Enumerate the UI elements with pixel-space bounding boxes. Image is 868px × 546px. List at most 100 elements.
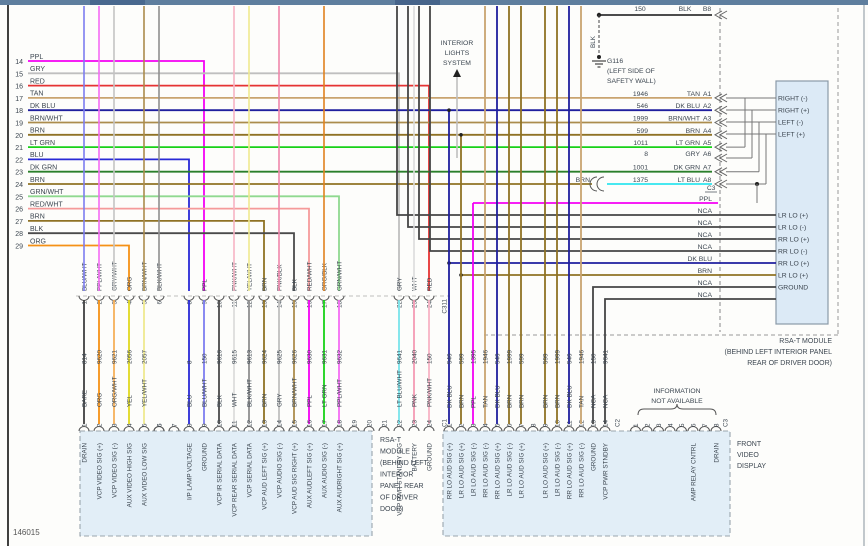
c311-top-color: RED/WHT <box>307 261 314 291</box>
connector-tooth <box>93 295 105 301</box>
c1-pin-function: GROUND <box>202 443 209 471</box>
c1-pin-function: VCP AUD SIG RIGHT (+) <box>292 443 299 514</box>
module-pin-label: RR LO (+) <box>778 261 809 268</box>
circuit-number: 2057 <box>142 349 149 364</box>
c1-pin-function: DRAIN <box>82 443 89 463</box>
c2-pin-number: 10 <box>555 419 562 427</box>
c1-pin-number: 2 <box>97 423 104 427</box>
connector-tooth <box>93 426 105 432</box>
c1-pin-number: 10 <box>217 419 224 427</box>
c311-top-color: BLK/WHT <box>157 263 164 291</box>
splice-icon <box>589 176 598 192</box>
c1-pin-number: 16 <box>307 419 314 427</box>
circuit-number: 9630 <box>307 349 314 364</box>
c1-wire-color: BRN <box>262 393 269 407</box>
connector-tooth <box>303 295 315 301</box>
c2-pin-function: LR LO AUD SIG (+) <box>459 443 466 498</box>
connector-tooth <box>599 426 611 432</box>
circuit-number: 1999 <box>555 349 562 364</box>
circuit-number: 150 <box>591 353 598 364</box>
c1-pin-number: 5 <box>142 423 149 427</box>
wire-NCA <box>407 6 776 228</box>
c311-pin-number: 13 <box>262 301 269 309</box>
c1-pin-number: 17 <box>322 419 329 427</box>
a-pin-circuit: 1375 <box>633 177 648 184</box>
c311-top-color: GRN/WHT <box>337 261 344 291</box>
connector-tooth <box>153 426 165 432</box>
c1-pin-number: 13 <box>262 419 269 427</box>
left-wire-pin-number: 29 <box>15 244 23 251</box>
wire-BLK <box>28 232 295 291</box>
c1-wire-color: PNK <box>412 393 419 407</box>
circuit-number: 814 <box>82 353 89 364</box>
c2-pin-function: LR LO AUD SIG (+) <box>543 443 550 498</box>
c1-pin-function: VCP PWR STANDBY SIG <box>397 443 404 516</box>
circuit-number: 1999 <box>507 349 514 364</box>
connector-tooth <box>653 426 664 432</box>
pin-arrow-icon <box>713 105 723 115</box>
c1-wire-color: BLU/WHT <box>202 379 209 407</box>
c1-pin-function: AUX AUDRIGHT SIG (+) <box>337 443 344 512</box>
circuit-number: 9632 <box>337 349 344 364</box>
c1-pin-number: 6 <box>157 423 164 427</box>
c1-wire-color: GRY <box>277 393 284 407</box>
circuit-number: 546 <box>447 353 454 364</box>
circuit-number: 9621 <box>112 349 119 364</box>
c1-pin-function: AUX AUDLEFT SIG (+) <box>307 443 314 508</box>
wire-NCA <box>604 298 776 424</box>
connector-tooth <box>676 426 687 432</box>
c311-top-color: WHT <box>412 277 419 291</box>
module-pin-label: RR LO (-) <box>778 249 807 256</box>
top-chrome-segment <box>395 0 440 5</box>
wire-ORG <box>28 244 130 291</box>
c2-wire-color: DK BLU <box>447 385 454 408</box>
c311-top-color: PNK/WHT <box>232 262 239 291</box>
pin-arrow-icon <box>713 93 723 103</box>
left-wire-pin-number: 27 <box>15 219 23 226</box>
connector-tooth <box>423 426 435 432</box>
c1-pin-function: I/P LAMP VOLTAGE <box>187 443 194 500</box>
c1-pin-number: 1 <box>82 423 89 427</box>
circuit-number: 1395 <box>471 349 478 364</box>
connector-tooth <box>333 295 345 301</box>
junction-dot <box>459 133 463 137</box>
c2-pin-number: 5 <box>495 423 502 427</box>
left-wire-color-label: BLK <box>30 226 44 233</box>
connector-tooth <box>467 426 479 432</box>
document-number: 146015 <box>13 528 40 537</box>
circuit-number: 9624 <box>262 349 269 364</box>
connector-tooth <box>123 426 135 432</box>
c2-wire-color: DK BLU <box>567 385 574 408</box>
a-pin-circuit: 1999 <box>633 116 648 123</box>
left-wire-color-label: BRN <box>30 177 45 184</box>
circuit-number: 150 <box>427 353 434 364</box>
connector-tooth <box>123 295 135 301</box>
a-pin-color: GRY <box>685 151 700 158</box>
circuit-number: 9615 <box>232 349 239 364</box>
a-pin-id: A5 <box>703 140 712 147</box>
c1-pin-number: 23 <box>412 419 419 427</box>
c311-pin-number: 24 <box>427 301 434 309</box>
module-caption: (BEHIND LEFT INTERIOR PANEL <box>725 349 833 356</box>
c1-pin-function: BATTERY <box>412 442 419 471</box>
c3-pin-number: 8 <box>714 423 721 427</box>
c311-pin-number: 23 <box>412 301 419 309</box>
pin-arrow-icon <box>718 167 728 177</box>
c1-pin-number: 8 <box>187 423 194 427</box>
c2-wire-color: TAN <box>483 395 490 408</box>
connector-tooth <box>527 426 539 432</box>
c2-pin-number: 2 <box>459 423 466 427</box>
c1-pin-function: VCP REAR SERIAL DATA <box>232 442 239 516</box>
c311-pin-number: 12 <box>247 301 254 309</box>
module-pin-label: RR LO (+) <box>778 237 809 244</box>
module-feed-label: DK BLU <box>687 256 712 263</box>
c1-pin-function: VCP AUDIO SIG (-) <box>277 443 284 498</box>
c311-pin-number: 10 <box>217 301 224 309</box>
left-wire-color-label: BRN <box>30 128 45 135</box>
wire-NCA <box>418 6 776 240</box>
c2-pin-function: LR LO AUD SIG (-) <box>555 443 562 497</box>
circuit-number: 9625 <box>277 349 284 364</box>
c2-wire-color: BRN <box>459 394 466 408</box>
connector-tooth <box>408 295 420 301</box>
